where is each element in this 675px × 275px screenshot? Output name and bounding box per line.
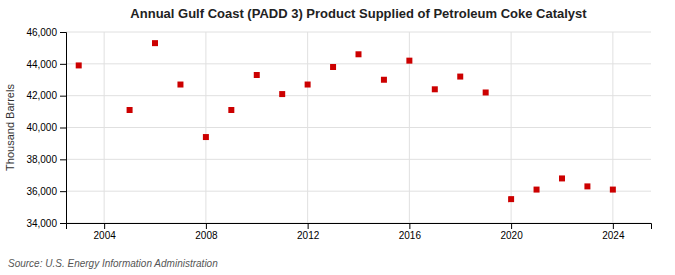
y-tick: 44,000 (26, 59, 66, 70)
point (152, 40, 158, 46)
x-tick-label: 2004 (94, 230, 117, 241)
y-grid-line (66, 127, 651, 128)
y-axis-title: Thousand Barrels (4, 84, 16, 171)
point (254, 72, 260, 78)
y-tick-mark (60, 96, 66, 97)
title: Annual Gulf Coast (PADD 3) Product Suppl… (130, 6, 587, 21)
chart: 2004 2008 2012 2016 2020 2024 34,000 36,000 38,0… (0, 0, 675, 275)
x-tick-label: 2008 (195, 230, 218, 241)
x-grid-line (511, 32, 512, 223)
x-tick: 2020 (500, 223, 523, 241)
point (203, 134, 209, 140)
x-tick-mark (613, 223, 614, 229)
x-tick: 2012 (297, 223, 320, 241)
x-tick-label: 2024 (602, 230, 625, 241)
y-tick-label: 42,000 (26, 90, 57, 101)
point (228, 107, 234, 113)
y-grid-line (66, 159, 651, 160)
annotation: Source: U.S. Energy Information Administ… (8, 258, 218, 269)
y-tick-mark (60, 191, 66, 192)
y-tick-mark (60, 159, 66, 160)
x-tick-label: 2020 (500, 230, 523, 241)
y-tick: 36,000 (26, 186, 66, 197)
x-grid-line (205, 32, 206, 223)
y-tick-mark (60, 32, 66, 33)
point (76, 62, 82, 68)
y-tick-label: 40,000 (26, 122, 57, 133)
y-grid-line (66, 63, 651, 64)
point (177, 82, 183, 88)
x-tick-mark (409, 223, 410, 229)
y-grid-line (66, 32, 651, 33)
y-grid-line (66, 95, 651, 96)
y-grid-line (66, 191, 651, 192)
plot: 2004 2008 2012 2016 2020 2024 34,000 36,000 38,0… (26, 27, 651, 241)
point (432, 86, 438, 92)
x-tick-mark (206, 223, 207, 229)
y-tick-label: 44,000 (26, 59, 57, 70)
y-tick: 34,000 (26, 218, 66, 229)
x-grid-line (307, 32, 308, 223)
point (584, 183, 590, 189)
point (356, 51, 362, 57)
point (534, 187, 540, 193)
points (76, 40, 616, 202)
x-grid-line (104, 32, 105, 223)
x-tick-mark (104, 223, 105, 229)
point (305, 82, 311, 88)
x-tick-label: 2012 (297, 230, 320, 241)
y-tick-mark (60, 64, 66, 65)
y-tick-label: 36,000 (26, 186, 57, 197)
point (457, 74, 463, 80)
x-tick: 2004 (94, 223, 117, 241)
grid (66, 32, 651, 223)
y-axis-line (60, 33, 67, 224)
point (279, 91, 285, 97)
y-axis: 34,000 36,000 38,000 40,000 42,000 44,000 46,0… (26, 27, 66, 229)
y-tick-mark (60, 128, 66, 129)
y-tick-mark (60, 223, 66, 224)
point (330, 64, 336, 70)
x-tick-mark (511, 223, 512, 229)
point (127, 107, 133, 113)
y-tick-label: 34,000 (26, 218, 57, 229)
point (406, 58, 412, 64)
point (610, 187, 616, 193)
y-tick-label: 38,000 (26, 154, 57, 165)
x-tick: 2016 (399, 223, 422, 241)
x-tick-mark (308, 223, 309, 229)
y-tick-label: 46,000 (26, 27, 57, 38)
x-tick: 2024 (602, 223, 625, 241)
point (559, 175, 565, 181)
x-tick: 2008 (195, 223, 218, 241)
x-grid-line (612, 32, 613, 223)
point (381, 77, 387, 83)
x-axis: 2004 2008 2012 2016 2020 2024 (67, 223, 652, 241)
y-tick: 38,000 (26, 154, 66, 165)
x-tick-label: 2016 (399, 230, 422, 241)
y-tick: 46,000 (26, 27, 66, 38)
y-tick: 42,000 (26, 90, 66, 101)
y-tick: 40,000 (26, 122, 66, 133)
x-axis-line (67, 224, 652, 230)
point (483, 89, 489, 95)
point (508, 196, 514, 202)
